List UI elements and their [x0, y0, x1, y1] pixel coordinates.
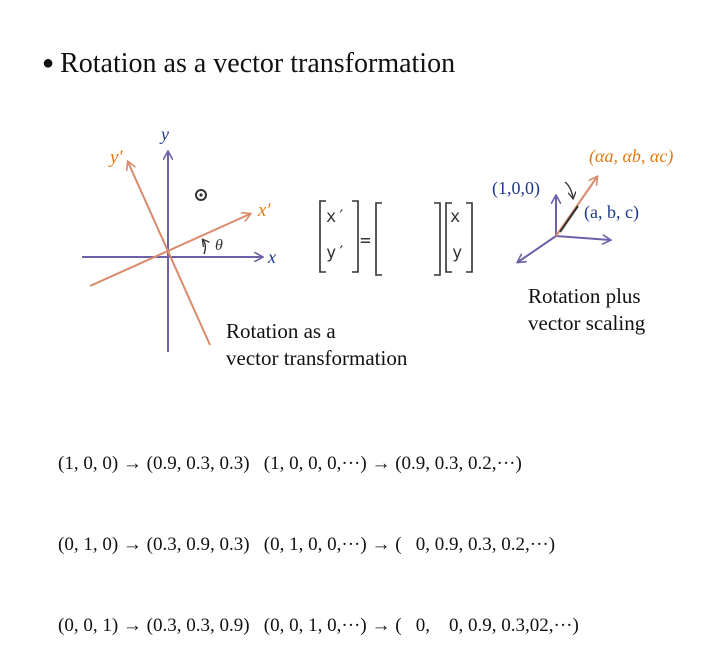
- angle-label: θ: [215, 237, 223, 254]
- equals-sign: =: [360, 230, 371, 251]
- mapping-row: (1, 0, 0) → (0.9, 0.3, 0.3) (1, 0, 0, 0,…: [58, 453, 522, 474]
- matrix-bracket-close: [434, 202, 441, 276]
- right-vector-bracket-open: [445, 202, 452, 273]
- right-vector-bottom: y: [452, 243, 462, 263]
- y-prime-label: y′: [108, 147, 123, 168]
- scaling-caption-line-2: vector scaling: [528, 311, 646, 335]
- x-prime-label: x′: [257, 200, 271, 221]
- scaling-caption: Rotation plus vector scaling: [528, 283, 645, 337]
- mapping-list: (1, 0, 0) → (0.9, 0.3, 0.3) (1, 0, 0, 0,…: [58, 396, 579, 666]
- point-marker-outer: [195, 189, 207, 201]
- left-vector-bracket-open: [319, 200, 326, 273]
- mapping-row: (0, 0, 1) → (0.3, 0.3, 0.9) (0, 0, 1, 0,…: [58, 615, 579, 636]
- scaling-diagram: (1,0,0) (a, b, c) (αa, αb, αc): [492, 146, 673, 262]
- figure-canvas: θ x y x′ y′ x′ y′ = x y (1,0,0) (a, b, c…: [82, 124, 673, 352]
- right-vector-top: x: [450, 207, 460, 227]
- scaled-vector-label: (αa, αb, αc): [589, 146, 673, 167]
- 3d-axis-x-right: [555, 236, 610, 240]
- x-prime-axis: [89, 214, 250, 287]
- slide-title: ● Rotation as a vector transformation: [42, 48, 455, 80]
- title-text: Rotation as a vector transformation: [60, 48, 456, 79]
- x-axis-label: x: [267, 247, 276, 267]
- rotation-caption: Rotation as a vector transformation: [226, 318, 407, 372]
- matrix-entries: x′ y′ = x y: [326, 207, 462, 263]
- left-vector-bottom: y′: [326, 243, 346, 263]
- rotation-curl-arrow: [564, 181, 573, 198]
- y-axis-label: y: [159, 124, 169, 144]
- vector-abc: [559, 205, 579, 233]
- scaling-caption-line-1: Rotation plus: [528, 284, 641, 308]
- rotation-caption-line-2: vector transformation: [226, 346, 408, 370]
- rotation-caption-line-1: Rotation as a: [226, 319, 336, 343]
- bullet-icon: ●: [42, 52, 55, 74]
- rotation-diagram: θ x y x′ y′: [82, 124, 276, 352]
- vector-abc-label: (a, b, c): [584, 202, 639, 223]
- unit-vector-label: (1,0,0): [492, 178, 540, 199]
- 3d-axis-y-down: [518, 235, 557, 262]
- left-vector-top: x′: [326, 207, 346, 227]
- left-vector-bracket-close: [352, 200, 359, 273]
- y-prime-axis: [128, 162, 211, 346]
- matrix-equation: [319, 200, 473, 276]
- right-vector-bracket-close: [466, 202, 473, 273]
- mapping-row: (0, 1, 0) → (0.3, 0.9, 0.3) (0, 1, 0, 0,…: [58, 534, 556, 555]
- matrix-bracket-open: [375, 202, 382, 276]
- angle-arc: [203, 240, 205, 255]
- point-marker-inner: [199, 193, 203, 197]
